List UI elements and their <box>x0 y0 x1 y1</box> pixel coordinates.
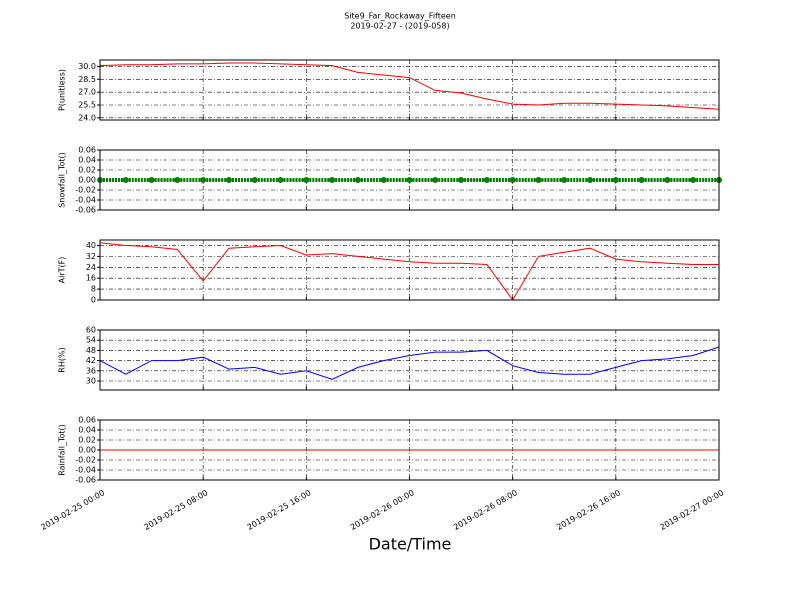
y-tick-label: -0.06 <box>75 206 96 215</box>
plot-frame <box>99 149 720 211</box>
y-tick-label: 40 <box>86 241 96 250</box>
figure-title: Site9_Far_Rockaway_Fifteen <box>344 12 456 21</box>
plot-frame <box>99 329 720 391</box>
x-axis-label: Date/Time <box>369 535 452 554</box>
y-tick-label: 8 <box>91 285 96 294</box>
y-tick-label: 30 <box>86 376 96 385</box>
y-tick-label: -0.04 <box>75 466 96 475</box>
y-tick-label: 0.06 <box>78 416 96 425</box>
y-tick-label: 0.00 <box>78 176 96 185</box>
x-tick-label: 2019-02-25 00:00 <box>39 488 106 532</box>
y-axis-label: AirT(F) <box>58 257 67 284</box>
y-tick-label: -0.02 <box>75 456 96 465</box>
y-tick-label: 0.02 <box>78 436 96 445</box>
x-tick-label: 2019-02-27 00:00 <box>658 488 725 532</box>
x-tick-label: 2019-02-26 08:00 <box>452 488 519 532</box>
y-tick-label: 24 <box>86 263 96 272</box>
y-tick-label: 27.0 <box>78 88 96 97</box>
y-tick-label: 24.0 <box>78 113 96 122</box>
y-axis-label: P(unitless) <box>58 69 67 111</box>
y-tick-label: -0.02 <box>75 186 96 195</box>
data-line <box>99 242 719 301</box>
y-axis-label: Rainfall_Tot() <box>58 424 67 476</box>
plot-frame <box>99 239 720 301</box>
y-tick-label: 25.5 <box>78 101 96 110</box>
data-line <box>99 62 720 110</box>
plot-frame <box>99 59 720 121</box>
x-tick-label: 2019-02-25 16:00 <box>246 488 313 532</box>
y-tick-label: 42 <box>86 356 96 365</box>
y-tick-label: 0.06 <box>78 146 96 155</box>
y-tick-label: 0.02 <box>78 166 96 175</box>
y-tick-label: 0.04 <box>78 156 96 165</box>
y-tick-label: -0.04 <box>75 196 96 205</box>
plot-frame <box>99 419 720 481</box>
y-tick-label: 16 <box>86 274 96 283</box>
data-line <box>99 346 720 380</box>
y-axis-label: Snowfall_Tot() <box>58 152 67 208</box>
x-tick-label: 2019-02-26 00:00 <box>349 488 416 532</box>
y-tick-label: 54 <box>86 336 96 345</box>
x-tick-label: 2019-02-25 08:00 <box>142 488 209 532</box>
y-tick-label: 0.00 <box>78 446 96 455</box>
y-tick-label: 36 <box>86 366 96 375</box>
y-tick-label: 28.5 <box>78 75 96 84</box>
y-axis-label: RH(%) <box>58 347 67 372</box>
y-tick-label: 0 <box>91 296 96 305</box>
y-tick-label: 30.0 <box>78 62 96 71</box>
y-tick-label: -0.06 <box>75 476 96 485</box>
y-tick-label: 32 <box>86 252 96 261</box>
x-tick-label: 2019-02-26 16:00 <box>555 488 622 532</box>
data-point <box>122 177 129 183</box>
y-tick-label: 0.04 <box>78 426 96 435</box>
y-tick-label: 60 <box>86 326 96 335</box>
y-tick-label: 48 <box>86 346 96 355</box>
figure-subtitle: 2019-02-27 - (2019-058) <box>350 22 449 31</box>
